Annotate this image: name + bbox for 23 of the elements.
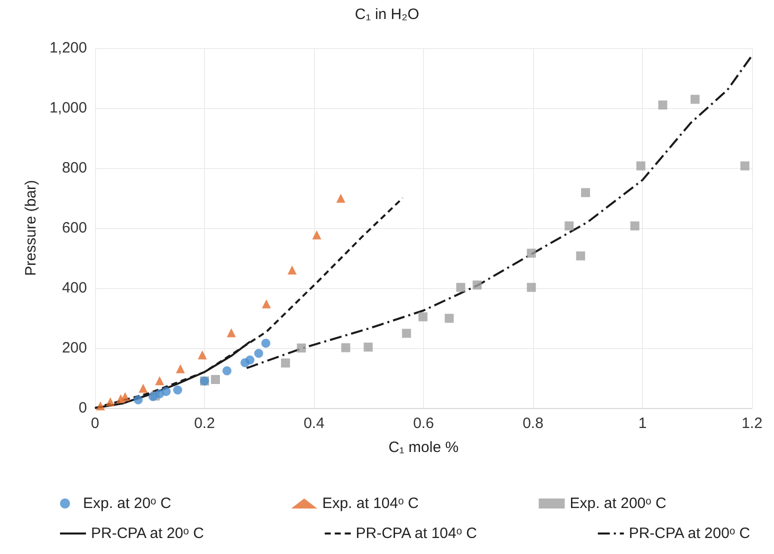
- y-tick-label: 800: [62, 160, 87, 176]
- x-tick-label: 1.2: [742, 415, 762, 432]
- legend-label: PR-CPA at 200ᵒ C: [628, 525, 750, 542]
- chart-title: C₁ in H₂O: [354, 6, 420, 23]
- legend-label: Exp. at 20ᵒ C: [83, 495, 172, 512]
- y-tick-label: 1,000: [49, 100, 87, 116]
- y-tick-label: 0: [78, 400, 87, 416]
- x-tick-label: 0.2: [194, 415, 215, 432]
- x-axis-title: C₁ mole %: [388, 439, 459, 456]
- legend-label: PR-CPA at 104ᵒ C: [356, 525, 478, 542]
- x-tick-label: 0.6: [413, 415, 434, 432]
- y-tick-label: 1,200: [49, 40, 87, 56]
- legend-label: PR-CPA at 20ᵒ C: [91, 525, 204, 542]
- x-tick-label: 1: [638, 415, 647, 432]
- x-tick-label: 0: [90, 415, 100, 432]
- x-tick-label: 0.8: [522, 415, 544, 432]
- y-tick-label: 400: [62, 280, 87, 296]
- y-axis-title: Pressure (bar): [22, 180, 40, 276]
- legend-label: Exp. at 200ᵒ C: [570, 495, 666, 512]
- y-tick-label: 200: [62, 340, 87, 356]
- x-tick-label: 0.4: [304, 415, 324, 432]
- y-tick-label: 600: [62, 220, 87, 236]
- legend-label: Exp. at 104ᵒ C: [322, 495, 419, 512]
